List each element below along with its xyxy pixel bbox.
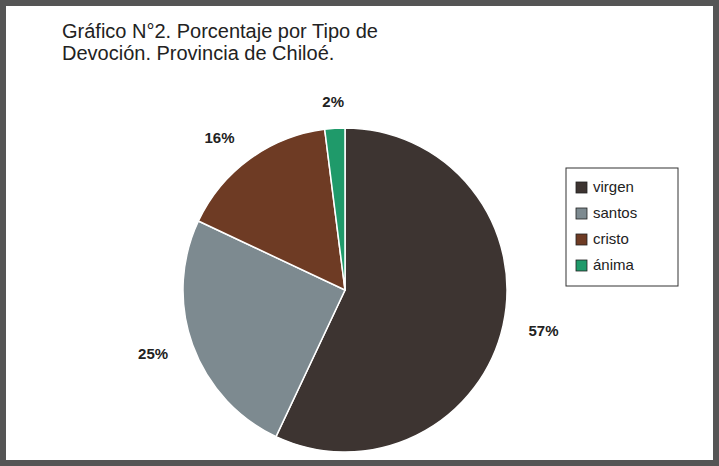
legend-swatch bbox=[576, 260, 587, 271]
data-label: 25% bbox=[138, 345, 168, 362]
legend-label: santos bbox=[593, 204, 637, 221]
data-label: 2% bbox=[322, 93, 344, 110]
slices bbox=[183, 128, 507, 452]
legend: virgen santos cristo ánima bbox=[566, 168, 678, 286]
frame bbox=[3, 3, 716, 463]
legend-label: ánima bbox=[593, 256, 635, 273]
legend-label: virgen bbox=[593, 178, 634, 195]
data-label: 16% bbox=[204, 129, 234, 146]
legend-swatch bbox=[576, 208, 587, 219]
legend-swatch bbox=[576, 182, 587, 193]
chart: Gráfico N°2. Porcentaje por Tipo deDevoc… bbox=[0, 0, 719, 466]
data-labels: 57% 25% 16% 2% bbox=[138, 93, 558, 361]
data-label: 57% bbox=[528, 322, 558, 339]
legend-box bbox=[566, 168, 678, 286]
legend-label: cristo bbox=[593, 230, 629, 247]
slice bbox=[325, 128, 345, 290]
title: Gráfico N°2. Porcentaje por Tipo deDevoc… bbox=[62, 20, 378, 64]
legend-swatch bbox=[576, 234, 587, 245]
slice bbox=[198, 129, 345, 290]
